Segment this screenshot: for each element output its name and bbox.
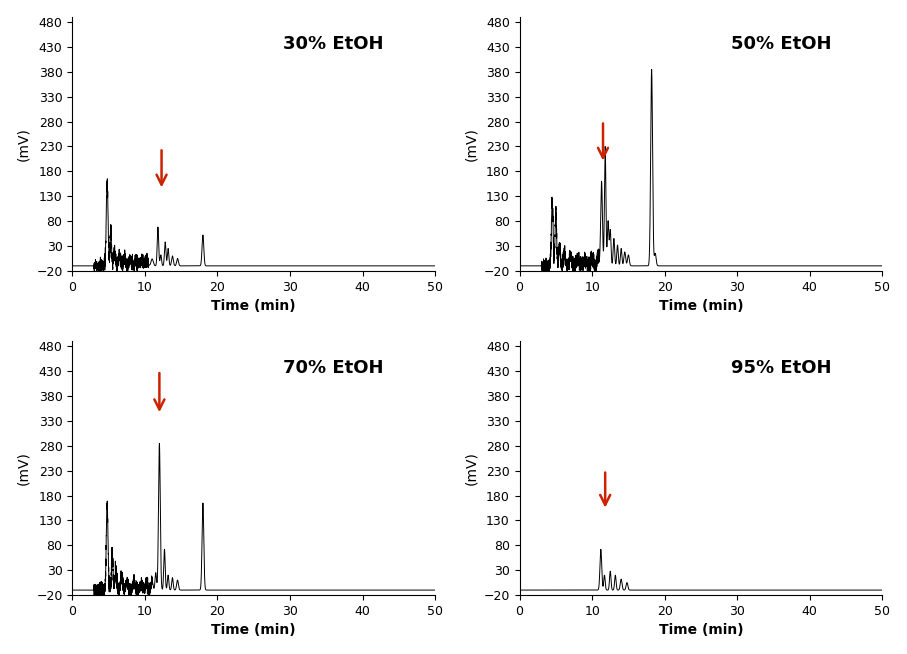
Text: 30% EtOH: 30% EtOH <box>283 35 384 53</box>
X-axis label: Time (min): Time (min) <box>211 299 296 313</box>
X-axis label: Time (min): Time (min) <box>658 299 743 313</box>
Text: 50% EtOH: 50% EtOH <box>730 35 831 53</box>
Y-axis label: (mV): (mV) <box>463 127 478 161</box>
Text: 95% EtOH: 95% EtOH <box>730 359 831 377</box>
X-axis label: Time (min): Time (min) <box>658 623 743 638</box>
Text: 70% EtOH: 70% EtOH <box>283 359 384 377</box>
Y-axis label: (mV): (mV) <box>16 451 31 485</box>
Y-axis label: (mV): (mV) <box>463 451 478 485</box>
Y-axis label: (mV): (mV) <box>16 127 31 161</box>
X-axis label: Time (min): Time (min) <box>211 623 296 638</box>
